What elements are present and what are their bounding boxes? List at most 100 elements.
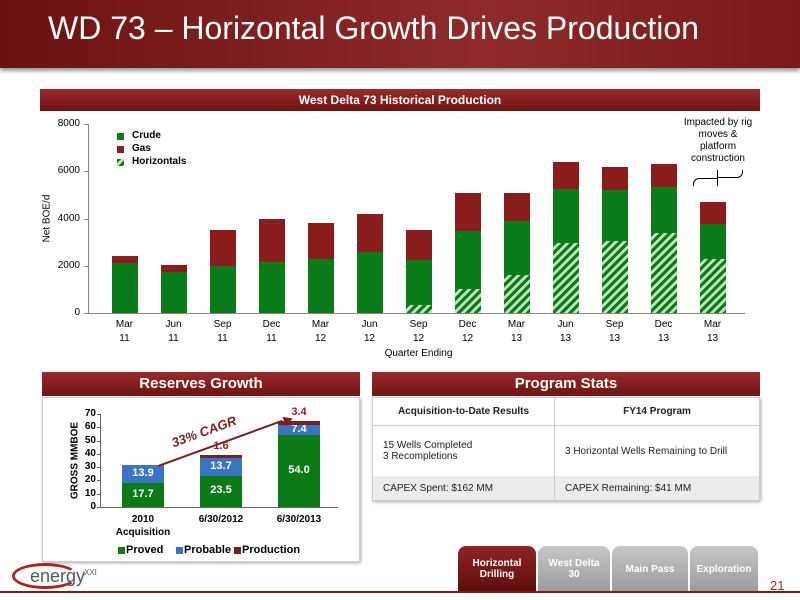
x-tick-label: Dec 13: [654, 319, 673, 344]
brace: [693, 178, 717, 186]
footer-rule: [0, 591, 800, 593]
logo-swoosh: [12, 563, 78, 589]
brace: [717, 170, 718, 186]
y-tick-label: 0: [74, 307, 80, 318]
tick-mark: [97, 453, 100, 455]
y-tick-label: 50: [84, 434, 96, 446]
legend-swatch: [234, 547, 241, 554]
bar-segment: [405, 230, 432, 260]
x-tick-label: Dec 11: [262, 319, 281, 344]
nav-tab[interactable]: Exploration: [690, 546, 758, 592]
x-tick-label: 6/30/2013: [276, 514, 322, 525]
y-tick-label: 40: [84, 447, 96, 459]
bar-segment: [454, 192, 481, 232]
bar-segment: [200, 457, 242, 476]
bar-segment: [650, 232, 677, 313]
bar-segment: [122, 483, 164, 507]
nav-tab[interactable]: Horizontal Drilling: [458, 546, 536, 592]
tick-mark: [84, 313, 88, 314]
x-tick-label: Mar 12: [311, 319, 330, 344]
logo-text: XXI: [84, 568, 97, 577]
y-axis: [100, 414, 101, 507]
tick-mark: [97, 440, 100, 442]
bar-segment: [503, 192, 530, 221]
data-label: 13.7: [210, 459, 232, 472]
legend-label: Gas: [132, 143, 151, 154]
data-label: 23.5: [210, 484, 232, 497]
bar-segment: [209, 230, 236, 266]
x-tick-label: Sep 12: [409, 319, 428, 344]
y-axis-label: GROSS MMBOE: [69, 421, 81, 499]
table: Acquisition-to-Date Results FY14 Program…: [372, 397, 760, 501]
bar-segment: [278, 435, 320, 507]
chart-title: West Delta 73 Historical Production: [40, 89, 760, 111]
cell-line: 15 Wells Completed: [383, 440, 473, 451]
bar-segment: [699, 201, 726, 225]
data-label: 54.0: [288, 464, 310, 477]
data-label: 17.7: [132, 488, 154, 501]
nav-tab[interactable]: Main Pass: [612, 546, 688, 592]
y-tick-label: 60: [84, 421, 96, 433]
x-axis: [88, 313, 745, 314]
x-tick-label: Dec 12: [458, 319, 477, 344]
x-tick-label: Mar 13: [507, 319, 526, 344]
tick-mark: [97, 414, 100, 415]
tick-mark: [97, 427, 100, 429]
column-header: FY14 Program: [555, 398, 759, 426]
table-cell: 15 Wells Completed 3 Recompletions: [373, 426, 555, 476]
bar-segment: [405, 259, 432, 313]
legend-swatch: [117, 159, 124, 166]
bar-segment: [650, 164, 677, 187]
page-number: 21: [770, 578, 785, 593]
bar-segment: [552, 243, 579, 313]
tick-mark: [97, 493, 100, 495]
bar-segment: [258, 262, 285, 313]
bar-segment: [160, 264, 187, 272]
bar-segment: [278, 420, 320, 426]
y-tick-label: 20: [84, 474, 96, 486]
legend-swatch: [117, 133, 124, 140]
bar-segment: [356, 251, 383, 313]
brace: [717, 170, 743, 178]
table-cell: 3 Horizontal Wells Remaining to Drill: [565, 445, 728, 457]
y-tick-label: 0: [90, 501, 96, 512]
nav-tab[interactable]: West Delta 30: [538, 546, 610, 592]
data-label: 3.4: [291, 405, 307, 418]
y-tick-label: 2000: [57, 259, 80, 271]
x-axis-label: Quarter Ending: [384, 348, 453, 359]
data-label: 7.4: [291, 423, 307, 436]
bar-segment: [552, 161, 579, 189]
y-tick-label: 10: [84, 487, 96, 499]
table-cell: CAPEX Spent: $162 MM: [373, 476, 555, 500]
bar-segment: [699, 258, 726, 313]
x-tick-label: Sep 13: [605, 319, 624, 344]
annotation: Impacted by rig moves & platform constru…: [683, 117, 753, 164]
y-tick-label: 70: [84, 408, 96, 419]
tick-mark: [97, 507, 100, 508]
x-tick-label: Jun 13: [557, 319, 574, 344]
tick-mark: [84, 265, 88, 267]
legend-swatch: [176, 547, 183, 554]
bar-segment: [356, 213, 383, 252]
y-tick-label: 6000: [57, 165, 80, 177]
bar-segment: [122, 465, 164, 484]
cell-line: 3 Recompletions: [383, 451, 458, 462]
tick-mark: [84, 124, 88, 125]
tick-mark: [84, 171, 88, 173]
x-tick-label: 6/30/2012: [198, 514, 244, 525]
x-tick-label: Mar 13: [703, 319, 722, 344]
x-tick-label: Mar 11: [115, 319, 134, 344]
data-label: 13.9: [132, 467, 154, 480]
column-header: Acquisition-to-Date Results: [373, 398, 555, 426]
y-axis: [88, 124, 89, 313]
bar-segment: [601, 240, 628, 313]
logo-text: energy: [30, 566, 86, 586]
bar-segment: [200, 455, 242, 458]
x-tick-label: 2010 Acquisition: [115, 514, 171, 538]
bar-segment: [503, 275, 530, 313]
x-axis: [100, 507, 338, 508]
bar-segment: [111, 256, 138, 264]
y-axis-label: Net BOE/d: [41, 194, 53, 242]
bar-segment: [601, 166, 628, 191]
